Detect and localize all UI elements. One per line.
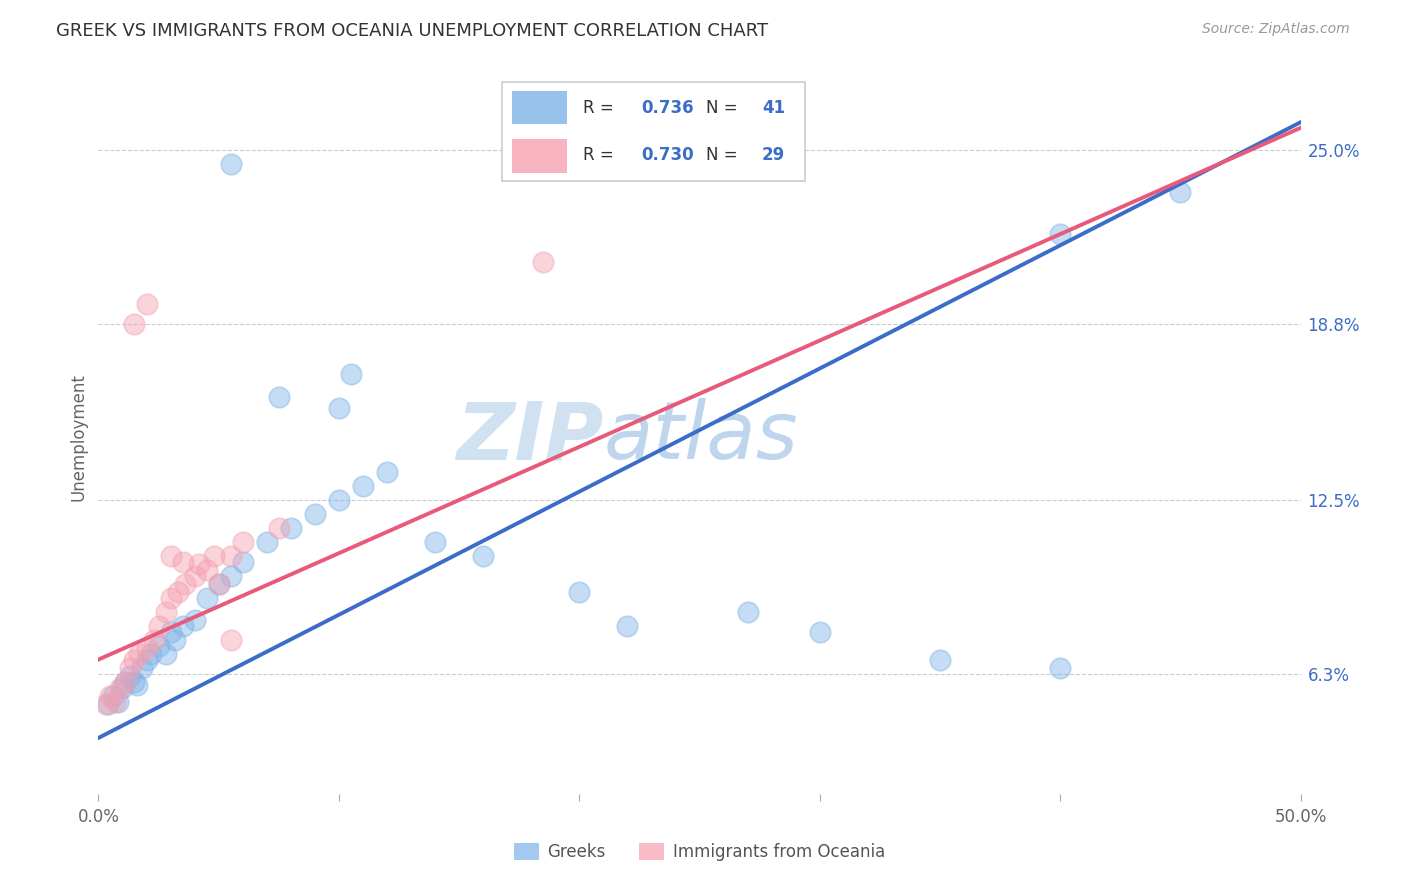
Point — [104, 694, 127, 708]
Point — [135, 297, 157, 311]
Point — [340, 367, 363, 381]
Point — [219, 632, 242, 647]
Point — [128, 647, 150, 661]
Point — [125, 678, 148, 692]
Point — [195, 591, 218, 605]
Point — [568, 585, 591, 599]
Point — [114, 675, 136, 690]
Point — [531, 255, 554, 269]
Text: Source: ZipAtlas.com: Source: ZipAtlas.com — [1202, 22, 1350, 37]
Point — [159, 624, 181, 639]
Point — [108, 681, 131, 695]
Point — [375, 465, 398, 479]
Point — [159, 591, 181, 605]
Point — [166, 585, 188, 599]
Point — [1049, 661, 1071, 675]
Text: 0.730: 0.730 — [641, 146, 695, 164]
Text: atlas: atlas — [603, 398, 799, 476]
Point — [97, 698, 120, 712]
Text: ZIP: ZIP — [456, 398, 603, 476]
Point — [267, 390, 290, 404]
Point — [174, 577, 197, 591]
Point — [267, 521, 290, 535]
Text: R =: R = — [582, 99, 619, 117]
Point — [232, 555, 254, 569]
Point — [124, 652, 146, 666]
Point — [107, 694, 129, 708]
Point — [148, 639, 170, 653]
Point — [172, 555, 194, 569]
Text: 29: 29 — [762, 146, 786, 164]
Point — [256, 535, 278, 549]
Point — [135, 641, 157, 656]
Point — [155, 647, 177, 661]
Point — [208, 577, 231, 591]
Point — [616, 619, 638, 633]
Point — [131, 661, 153, 675]
Point — [328, 493, 350, 508]
Point — [208, 577, 231, 591]
Point — [124, 675, 146, 690]
Point — [111, 681, 134, 695]
FancyBboxPatch shape — [502, 82, 806, 181]
Point — [94, 698, 117, 712]
Point — [808, 624, 831, 639]
Point — [928, 652, 950, 666]
Point — [202, 549, 225, 563]
Text: 0.736: 0.736 — [641, 99, 695, 117]
Point — [183, 613, 205, 627]
Point — [304, 507, 326, 521]
Point — [118, 661, 141, 675]
Point — [101, 689, 124, 703]
Point — [124, 317, 146, 331]
Point — [232, 535, 254, 549]
Point — [423, 535, 446, 549]
Point — [172, 619, 194, 633]
Point — [114, 675, 136, 690]
Point — [280, 521, 302, 535]
Point — [472, 549, 495, 563]
Point — [328, 401, 350, 415]
Point — [1049, 227, 1071, 242]
Point — [142, 632, 165, 647]
Bar — [512, 139, 567, 173]
Text: N =: N = — [706, 146, 744, 164]
Point — [219, 157, 242, 171]
Point — [188, 558, 211, 572]
Point — [1170, 185, 1192, 199]
Point — [195, 563, 218, 577]
Point — [141, 647, 163, 661]
Text: 41: 41 — [762, 99, 785, 117]
Point — [165, 632, 187, 647]
Point — [737, 605, 759, 619]
Point — [100, 689, 122, 703]
Point — [352, 479, 374, 493]
Bar — [512, 91, 567, 124]
Point — [148, 619, 170, 633]
Point — [118, 669, 141, 683]
Point — [219, 568, 242, 582]
Text: R =: R = — [582, 146, 619, 164]
Point — [219, 549, 242, 563]
Text: N =: N = — [706, 99, 744, 117]
Legend: Greeks, Immigrants from Oceania: Greeks, Immigrants from Oceania — [508, 836, 891, 868]
Point — [159, 549, 181, 563]
Y-axis label: Unemployment: Unemployment — [69, 373, 87, 501]
Text: GREEK VS IMMIGRANTS FROM OCEANIA UNEMPLOYMENT CORRELATION CHART: GREEK VS IMMIGRANTS FROM OCEANIA UNEMPLO… — [56, 22, 768, 40]
Point — [135, 652, 157, 666]
Point — [155, 605, 177, 619]
Point — [183, 568, 205, 582]
